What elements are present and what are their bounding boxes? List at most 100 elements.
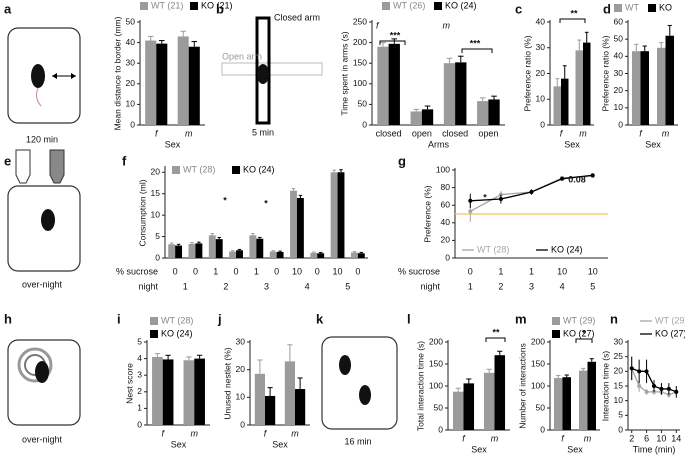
legend-label: WT — [625, 2, 639, 12]
x-tick-label: 14 — [671, 433, 681, 443]
cage — [7, 185, 81, 272]
bar — [194, 358, 205, 425]
y-tick-label: 10 — [614, 395, 624, 405]
point — [529, 190, 534, 194]
bar — [377, 46, 389, 125]
bar — [276, 252, 284, 258]
x-axis-label: Sex — [272, 439, 288, 449]
group-label: 1 — [183, 281, 188, 291]
x-tick-label: open — [478, 128, 498, 138]
panel-letter: c — [515, 1, 522, 16]
x-tick-label: f — [639, 128, 643, 138]
x-tick-label: open — [412, 128, 432, 138]
panel-letter: n — [610, 311, 618, 326]
legend-marker — [648, 4, 656, 12]
row-title: % sucrose — [398, 266, 440, 276]
legend-label: WT (29) — [655, 315, 685, 325]
y-tick-label: 40 — [536, 16, 546, 26]
y-tick-label: 20 — [236, 364, 246, 374]
bar — [632, 51, 641, 125]
legend-label: WT (28) — [161, 315, 193, 325]
bar — [229, 251, 237, 258]
panel-letter: f — [122, 153, 127, 168]
x-axis-label: Sex — [171, 439, 187, 449]
x-tick-label: 0 — [315, 266, 320, 276]
y-tick-label: 200 — [531, 336, 545, 346]
bar — [236, 250, 243, 258]
bar — [494, 355, 506, 430]
bar — [657, 47, 666, 125]
legend-label: WT (26) — [393, 0, 425, 10]
y-tick-label: 2 — [137, 386, 142, 396]
y-tick-label: 30 — [236, 336, 246, 346]
y-tick-label: 100 — [429, 380, 443, 390]
legend-marker — [552, 317, 560, 325]
y-tick-label: 0 — [618, 424, 623, 434]
y-tick-label: 0 — [155, 252, 160, 262]
mouse — [359, 385, 371, 405]
x-tick-label: 10 — [333, 266, 343, 276]
legend-marker — [140, 2, 148, 10]
legend-label: KO — [659, 2, 672, 12]
arrow-heads — [52, 73, 76, 79]
bar — [208, 235, 216, 258]
x-tick-label: f — [161, 428, 165, 438]
legend-label: KO (24) — [551, 244, 583, 254]
point — [659, 386, 664, 391]
group-label: 4 — [560, 281, 565, 291]
legend-marker — [382, 2, 390, 10]
x-tick-label: f — [264, 428, 268, 438]
annotation: * — [582, 328, 586, 338]
y-tick-label: 150 — [429, 358, 443, 368]
y-tick-label: 100 — [436, 164, 450, 174]
y-tick-label: 3 — [137, 369, 142, 379]
legend-label: WT (28) — [477, 244, 509, 254]
closed-arm — [255, 16, 271, 125]
group-label: 3 — [529, 281, 534, 291]
bar — [284, 361, 295, 425]
bar — [452, 391, 464, 430]
bar — [290, 190, 297, 258]
group-label: 5 — [345, 281, 350, 291]
legend-marker — [434, 2, 442, 10]
point — [560, 176, 565, 181]
x-tick-label: m — [491, 433, 499, 443]
x-tick-label: 6 — [644, 433, 649, 443]
bar — [388, 43, 400, 125]
x-tick-label: 10 — [557, 266, 567, 276]
bar — [310, 252, 318, 258]
legend-label: KO (24) — [243, 164, 275, 174]
point — [498, 197, 503, 202]
bar — [640, 51, 649, 125]
legend-marker — [190, 2, 198, 10]
bar — [357, 253, 365, 258]
x-tick-label: f — [155, 128, 159, 138]
y-axis-label: Number of interactions — [517, 343, 527, 429]
point — [652, 384, 656, 388]
y-tick-label: 0 — [540, 119, 545, 129]
y-tick-label: 30 — [614, 68, 624, 78]
y-tick-label: 5 — [618, 410, 623, 420]
y-tick-label: 1 — [137, 403, 142, 413]
bar — [295, 389, 306, 425]
bar — [455, 62, 467, 125]
x-tick-label: 1 — [529, 266, 534, 276]
panel-letter: h — [4, 311, 12, 326]
y-tick-label: 0 — [438, 424, 443, 434]
x-tick-label: 0 — [274, 266, 279, 276]
x-axis-label: Sex — [165, 139, 181, 149]
row-title: % sucrose — [116, 266, 158, 276]
point — [468, 198, 473, 203]
legend-label: KO (24) — [161, 328, 193, 338]
y-tick-label: 20 — [126, 78, 136, 88]
bar — [337, 172, 345, 258]
annotation: * — [264, 198, 268, 208]
y-tick-label: 4 — [137, 353, 142, 363]
legend-marker — [552, 330, 560, 338]
bar — [410, 111, 422, 125]
x-tick-label: m — [191, 428, 199, 438]
x-tick-label: 0 — [193, 266, 198, 276]
x-tick-label: f — [462, 433, 466, 443]
point — [590, 173, 595, 178]
